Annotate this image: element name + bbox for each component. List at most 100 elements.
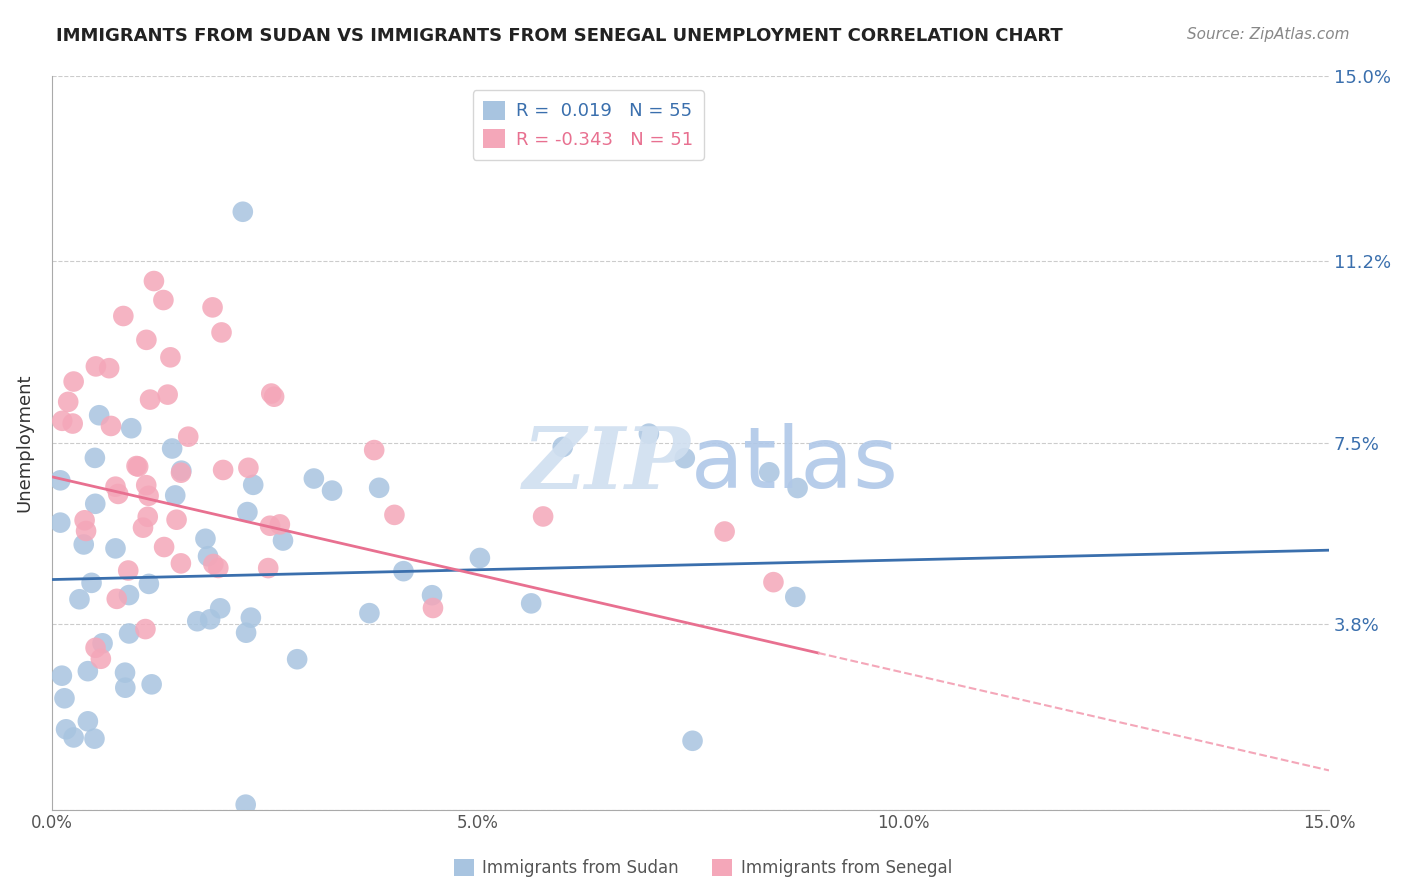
Point [260, 386, 283, 401]
Point [271, 533, 294, 548]
Point [259, 518, 281, 533]
Point [302, 471, 325, 485]
Point [422, 601, 444, 615]
Point [114, 681, 136, 695]
Point [177, 430, 200, 444]
Point [141, 677, 163, 691]
Point [786, 481, 808, 495]
Point [713, 524, 735, 539]
Point [762, 575, 785, 590]
Text: IMMIGRANTS FROM SUDAN VS IMMIGRANTS FROM SENEGAL UNEMPLOYMENT CORRELATION CHART: IMMIGRANTS FROM SUDAN VS IMMIGRANTS FROM… [56, 27, 1063, 45]
Point [112, 309, 135, 323]
Point [212, 463, 235, 477]
Point [69, 592, 91, 607]
Point [135, 478, 157, 492]
Point [118, 626, 141, 640]
Point [520, 596, 543, 610]
Point [73, 513, 96, 527]
Point [80, 575, 103, 590]
Point [638, 426, 661, 441]
Point [142, 274, 165, 288]
Point [84, 640, 107, 655]
Point [73, 537, 96, 551]
Point [363, 443, 385, 458]
Point [285, 652, 308, 666]
Point [194, 532, 217, 546]
Point [49, 516, 72, 530]
Point [51, 414, 73, 428]
Point [170, 466, 193, 480]
Point [468, 551, 491, 566]
Point [55, 723, 77, 737]
Point [76, 714, 98, 729]
Point [673, 451, 696, 466]
Point [89, 409, 111, 423]
Point [132, 521, 155, 535]
Point [198, 612, 221, 626]
Y-axis label: Unemployment: Unemployment [15, 373, 32, 512]
Point [269, 517, 291, 532]
Point [232, 204, 254, 219]
Point [104, 541, 127, 556]
Point [58, 395, 80, 409]
Point [152, 293, 174, 307]
Point [238, 460, 260, 475]
Point [84, 359, 107, 374]
Point [235, 797, 257, 812]
Point [100, 419, 122, 434]
Point [138, 489, 160, 503]
Point [202, 557, 225, 571]
Point [62, 731, 84, 745]
Legend: Immigrants from Sudan, Immigrants from Senegal: Immigrants from Sudan, Immigrants from S… [447, 852, 959, 884]
Point [117, 564, 139, 578]
Point [211, 326, 233, 340]
Point [156, 387, 179, 401]
Point [62, 375, 84, 389]
Point [139, 392, 162, 407]
Point [127, 459, 149, 474]
Point [368, 481, 391, 495]
Point [114, 665, 136, 680]
Point [134, 622, 156, 636]
Point [153, 540, 176, 554]
Point [257, 561, 280, 575]
Point [197, 549, 219, 564]
Point [125, 458, 148, 473]
Point [136, 509, 159, 524]
Point [49, 473, 72, 487]
Point [170, 557, 193, 571]
Point [83, 450, 105, 465]
Point [682, 733, 704, 747]
Point [107, 487, 129, 501]
Point [207, 561, 229, 575]
Point [135, 333, 157, 347]
Point [236, 505, 259, 519]
Point [263, 390, 285, 404]
Point [165, 488, 187, 502]
Point [118, 588, 141, 602]
Point [758, 465, 780, 479]
Legend: R =  0.019   N = 55, R = -0.343   N = 51: R = 0.019 N = 55, R = -0.343 N = 51 [472, 90, 704, 160]
Point [242, 478, 264, 492]
Point [235, 625, 257, 640]
Point [51, 668, 73, 682]
Point [551, 440, 574, 454]
Point [53, 691, 76, 706]
Text: ZIP: ZIP [523, 423, 690, 507]
Point [91, 636, 114, 650]
Point [75, 524, 97, 538]
Point [166, 513, 188, 527]
Point [62, 417, 84, 431]
Point [785, 590, 807, 604]
Point [384, 508, 406, 522]
Point [170, 464, 193, 478]
Point [76, 664, 98, 678]
Point [98, 361, 121, 376]
Point [90, 652, 112, 666]
Point [209, 601, 232, 615]
Point [160, 442, 183, 456]
Point [359, 606, 381, 620]
Point [239, 610, 262, 624]
Point [83, 731, 105, 746]
Point [531, 509, 554, 524]
